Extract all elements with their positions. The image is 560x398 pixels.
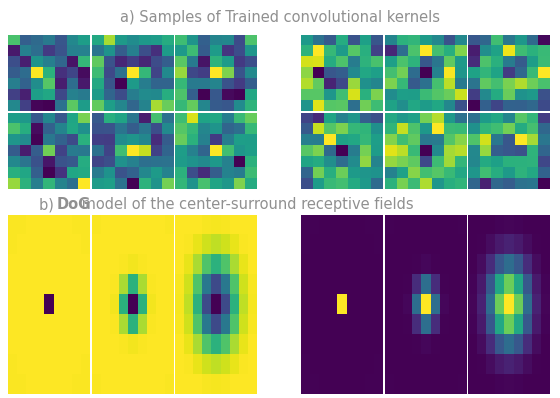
Text: b): b) [39, 197, 59, 212]
Text: model of the center-surround receptive fields: model of the center-surround receptive f… [77, 197, 414, 212]
Text: a) Samples of Trained convolutional kernels: a) Samples of Trained convolutional kern… [120, 10, 440, 25]
Text: DoG: DoG [57, 197, 91, 212]
